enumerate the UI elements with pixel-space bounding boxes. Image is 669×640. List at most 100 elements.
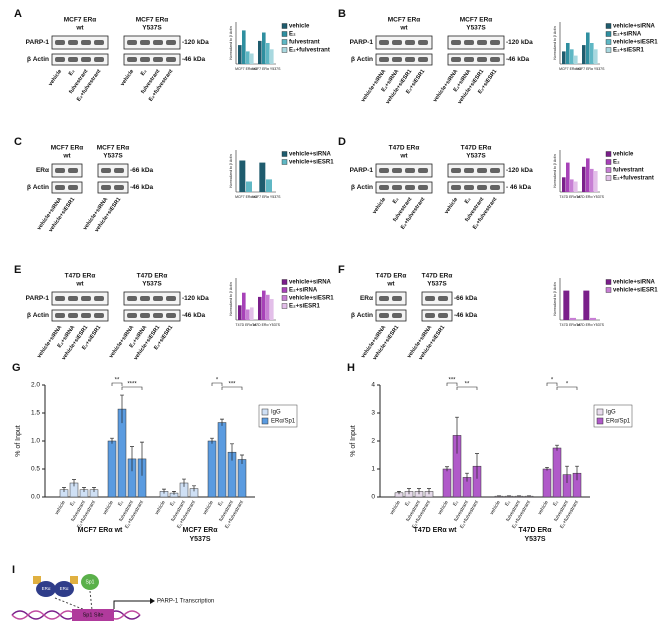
error-bar [92, 487, 96, 492]
x-tick-label: vehicle [54, 499, 67, 516]
legend-swatch [281, 295, 288, 301]
lane-label: vehicle [120, 69, 136, 88]
legend-label: vehicle [613, 152, 634, 158]
bar [266, 294, 270, 320]
blot-title: wt [399, 25, 408, 32]
blot-title: T47D ERα [137, 273, 168, 280]
blot-box [447, 163, 505, 178]
legend-swatch [605, 47, 612, 53]
band [464, 57, 474, 62]
error-bar [120, 394, 124, 424]
blot-box [51, 35, 109, 50]
band [405, 168, 415, 173]
bar [562, 51, 566, 64]
band [153, 40, 163, 45]
group-label: T47D ERα wt [414, 527, 457, 534]
error-bar [72, 479, 76, 487]
band [94, 296, 104, 301]
bar [552, 447, 562, 498]
kda-label: -46 kDa [454, 312, 478, 319]
bar [574, 181, 578, 192]
sig-label: *** [228, 382, 236, 388]
group-label: T47D ERα wt [560, 195, 581, 199]
blot-box [375, 181, 433, 194]
bar [258, 40, 262, 64]
band [464, 168, 474, 173]
blot-title: wt [75, 25, 84, 32]
blot-box [51, 163, 83, 178]
bar [246, 181, 252, 192]
bar [542, 468, 552, 498]
band [379, 313, 389, 318]
legend-label: E₂+siESR1 [613, 48, 645, 54]
group-label: T47D ERα Y537S [576, 195, 605, 199]
bar [590, 43, 594, 64]
blot-box [51, 53, 109, 66]
bar [246, 51, 250, 64]
bar [562, 177, 566, 192]
legend-swatch [605, 23, 612, 29]
sig-label: **** [127, 382, 137, 388]
band [166, 57, 176, 62]
panel-letter: F [338, 264, 345, 276]
group-label: T47D ERα wt [560, 323, 581, 327]
kda-label: -46 kDa [182, 56, 206, 63]
group-label: Y537S [189, 536, 210, 543]
diagram-i: I ERα ERα Sp1 Sp1 Site PARP-1 Transcript… [11, 564, 214, 621]
lane-label: E₂ [464, 196, 473, 205]
band [55, 57, 65, 62]
sig-label: * [551, 378, 554, 384]
blot-box [51, 181, 83, 194]
error-bar [455, 416, 459, 454]
group-label: MCF7 ERα wt [559, 67, 581, 71]
band [438, 296, 448, 301]
band [379, 168, 389, 173]
band-label: β Actin [27, 312, 49, 319]
blot-title: wt [62, 153, 71, 160]
bar [259, 162, 266, 192]
legend-label: E₂+siESR1 [289, 304, 321, 310]
error-bar [162, 488, 166, 494]
band [127, 296, 137, 301]
x-tick-label: E₂ [117, 500, 125, 508]
band [127, 40, 137, 45]
y-tick-label: 0.0 [31, 494, 40, 501]
bar [566, 43, 570, 64]
band [418, 168, 428, 173]
y-tick-label: 1.0 [31, 438, 40, 445]
band [451, 40, 461, 45]
band-label: PARP-1 [26, 295, 50, 302]
bar [217, 422, 227, 498]
legend-label: vehicle+siESR1 [613, 288, 658, 294]
blot-title: wt [75, 281, 84, 288]
bar [250, 307, 254, 320]
band [94, 40, 104, 45]
legend-label: E₂+fulvestrant [289, 48, 330, 54]
band [68, 313, 78, 318]
error-bar [507, 495, 511, 497]
band-label: β Actin [27, 56, 49, 63]
bar [239, 160, 246, 192]
legend-swatch [596, 408, 604, 416]
band [55, 168, 65, 173]
band [94, 57, 104, 62]
bar [107, 440, 117, 498]
band [418, 40, 428, 45]
error-bar [192, 485, 196, 492]
error-bar [445, 466, 449, 472]
sig-bracket [221, 386, 243, 390]
blot-title: Y537S [103, 153, 123, 160]
band [166, 40, 176, 45]
x-tick-label: vehicle [154, 499, 167, 516]
transcription-label: PARP-1 Transcription [157, 599, 214, 605]
band [140, 296, 150, 301]
kda-label: -46 kDa [182, 312, 206, 319]
legend-label: vehicle+siESR1 [289, 160, 334, 166]
band [379, 57, 389, 62]
panel-letter: A [14, 8, 22, 20]
blot-title: Y537S [466, 153, 486, 160]
legend-swatch [605, 159, 612, 165]
band [81, 40, 91, 45]
legend-label: fulvestrant [289, 40, 320, 46]
blot-box [123, 291, 181, 306]
